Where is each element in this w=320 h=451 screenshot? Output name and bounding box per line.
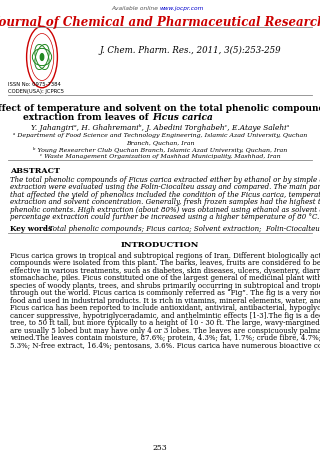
Text: tree, to 50 ft tall, but more typically to a height of 10 - 30 ft. The large, wa: tree, to 50 ft tall, but more typically … <box>10 319 320 327</box>
Text: compounds were isolated from this plant. The barks, leaves, fruits are considere: compounds were isolated from this plant.… <box>10 259 320 267</box>
Text: ABSTRACT: ABSTRACT <box>10 166 60 175</box>
Text: extraction and solvent concentration. Generally, fresh frozen samples had the hi: extraction and solvent concentration. Ge… <box>10 198 320 206</box>
Ellipse shape <box>40 55 44 61</box>
Text: Branch, Quchan, Iran: Branch, Quchan, Iran <box>126 140 194 145</box>
Text: 253: 253 <box>153 443 167 451</box>
Text: Journal of Chemical and Pharmaceutical Research: Journal of Chemical and Pharmaceutical R… <box>0 16 320 29</box>
Text: ᵇ Young Researcher Club Quchan Branch, Islamic Azad University, Quchan, Iran: ᵇ Young Researcher Club Quchan Branch, I… <box>33 147 287 152</box>
Text: cancer suppressive, hypotriglyceradamic, and anthelmintic effects [1-3].The fig : cancer suppressive, hypotriglyceradamic,… <box>10 311 320 319</box>
Text: Ficus carica: Ficus carica <box>152 113 213 122</box>
Text: species of woody plants, trees, and shrubs primarily occurring in subtropical an: species of woody plants, trees, and shru… <box>10 281 320 290</box>
Text: Ficus carica grows in tropical and subtropical regions of Iran. Different biolog: Ficus carica grows in tropical and subtr… <box>10 252 320 259</box>
Text: through out the world. Ficus carica is commonly referred as “Fig”. The fig is a : through out the world. Ficus carica is c… <box>10 289 320 297</box>
Text: effective in various treatments, such as diabetes, skin diseases, ulcers, dysent: effective in various treatments, such as… <box>10 267 320 274</box>
Text: extraction were evaluated using the Folin-Ciocalteu assay and compared. The main: extraction were evaluated using the Foli… <box>10 183 320 191</box>
Text: : Total phenolic compounds; Ficus carica; Solvent extraction;  Folin-Ciocalteu a: : Total phenolic compounds; Ficus carica… <box>44 225 320 232</box>
Text: ISSN No: 0975-7384: ISSN No: 0975-7384 <box>8 82 61 87</box>
Text: are usually 5 lobed but may have only 4 or 3 lobes. The leaves are conspicuously: are usually 5 lobed but may have only 4 … <box>10 326 320 334</box>
Text: www.jocpr.com: www.jocpr.com <box>160 6 204 11</box>
Text: phenolic contents. High extraction (about 80%) was obtained using ethanol as sol: phenolic contents. High extraction (abou… <box>10 206 320 213</box>
Text: stomachache, piles. Ficus constituted one of the largest general of medicinal pl: stomachache, piles. Ficus constituted on… <box>10 274 320 282</box>
Text: J. Chem. Pharm. Res., 2011, 3(5):253-259: J. Chem. Pharm. Res., 2011, 3(5):253-259 <box>99 46 281 55</box>
Text: 5.3%; N-free extract, 16.4%; pentosans, 3.6%. Ficus carica have numerous bioacti: 5.3%; N-free extract, 16.4%; pentosans, … <box>10 341 320 349</box>
Text: The total phenolic compounds of Ficus carica extracted either by ethanol or by s: The total phenolic compounds of Ficus ca… <box>10 175 320 184</box>
Text: Y. Jahangiriᵃ, H. Ghahremaniᵇ, J. Abedini Torghabehᶜ, E.Ataye Salehiᵃ: Y. Jahangiriᵃ, H. Ghahremaniᵇ, J. Abedin… <box>31 124 289 132</box>
Text: Ficus carica has been reported to include antioxidant, antiviral, antibacterial,: Ficus carica has been reported to includ… <box>10 304 320 312</box>
Text: veined.The leaves contain moisture, 87.6%; protein, 4.3%; fat, 1.7%; crude fibre: veined.The leaves contain moisture, 87.6… <box>10 334 320 342</box>
Text: Key words: Key words <box>10 225 52 232</box>
Text: that affected the yield of phenolics included the condition of the Ficus carica,: that affected the yield of phenolics inc… <box>10 191 320 198</box>
Text: food and used in industrial products. It is rich in vitamins, mineral elements, : food and used in industrial products. It… <box>10 296 320 304</box>
Text: INTRODUCTION: INTRODUCTION <box>121 240 199 249</box>
Text: ᵃ Department of Food Science and Technology Engineering, Islamic Azad University: ᵃ Department of Food Science and Technol… <box>13 133 307 138</box>
Text: CODEN(USA): JCPRC5: CODEN(USA): JCPRC5 <box>8 89 64 94</box>
Text: Effect of temperature and solvent on the total phenolic compounds: Effect of temperature and solvent on the… <box>0 104 320 113</box>
Text: percentage extraction could further be increased using a higher temperature of 8: percentage extraction could further be i… <box>10 213 319 221</box>
Text: Available online: Available online <box>111 6 160 11</box>
Text: ᶜ Waste Management Organization of Mashhad Municipality, Mashhad, Iran: ᶜ Waste Management Organization of Mashh… <box>40 154 280 159</box>
Text: extraction from leaves of: extraction from leaves of <box>23 113 152 122</box>
